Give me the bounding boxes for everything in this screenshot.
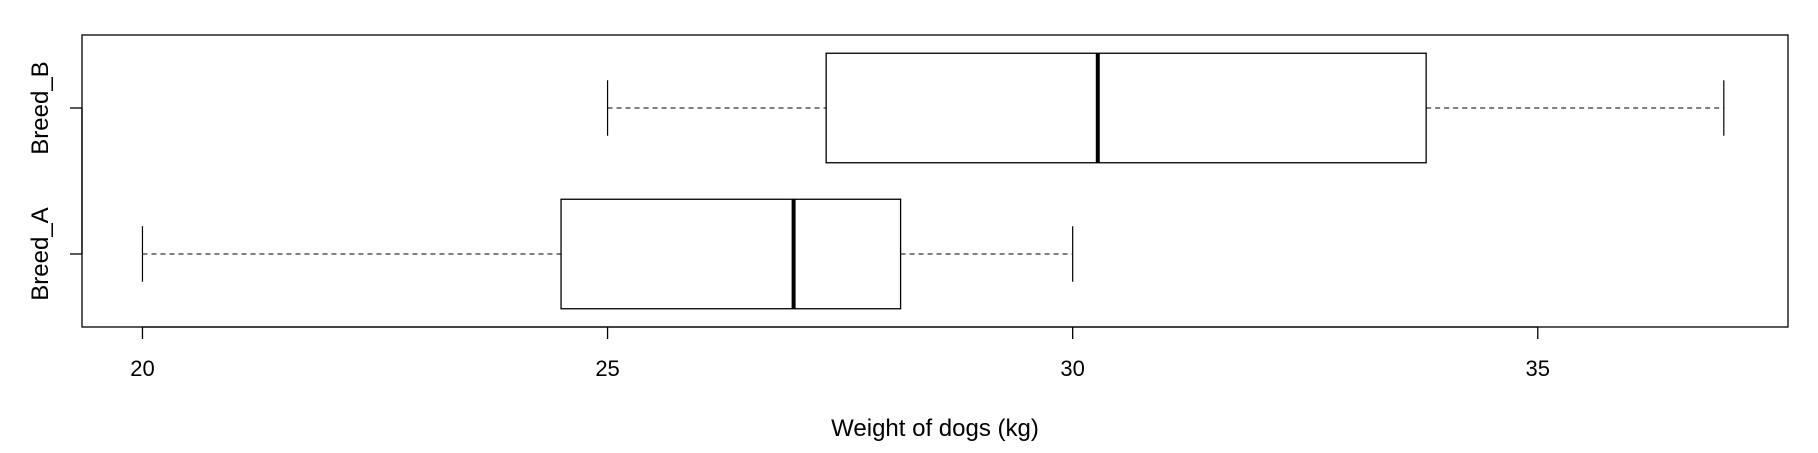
x-tick-label: 25 [595,356,619,381]
x-axis-title: Weight of dogs (kg) [831,415,1039,442]
iqr-box [560,198,902,310]
box-Breed_B [606,52,1725,164]
iqr-box [825,52,1427,164]
x-tick-label: 20 [130,356,154,381]
x-tick-label: 30 [1060,356,1084,381]
box-Breed_A [141,198,1074,310]
x-axis: 20 25 30 35 [130,326,1550,381]
y-category-label: Breed_B [27,61,54,154]
y-axis: Breed_A Breed_B [27,61,83,301]
y-category-label: Breed_A [27,207,54,300]
box-series [141,52,1725,310]
x-tick-label: 35 [1526,356,1550,381]
